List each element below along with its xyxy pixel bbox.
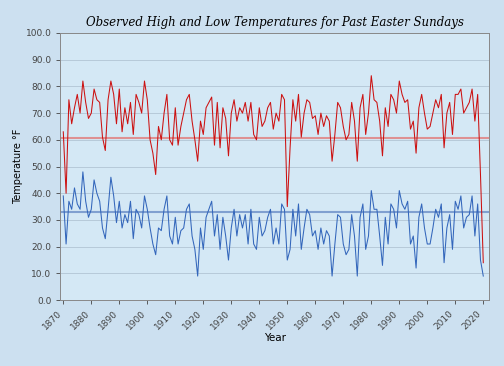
Title: Observed High and Low Temperatures for Past Easter Sundays: Observed High and Low Temperatures for P… [86,16,464,29]
X-axis label: Year: Year [264,333,286,343]
Y-axis label: Temperature °F: Temperature °F [13,129,23,204]
